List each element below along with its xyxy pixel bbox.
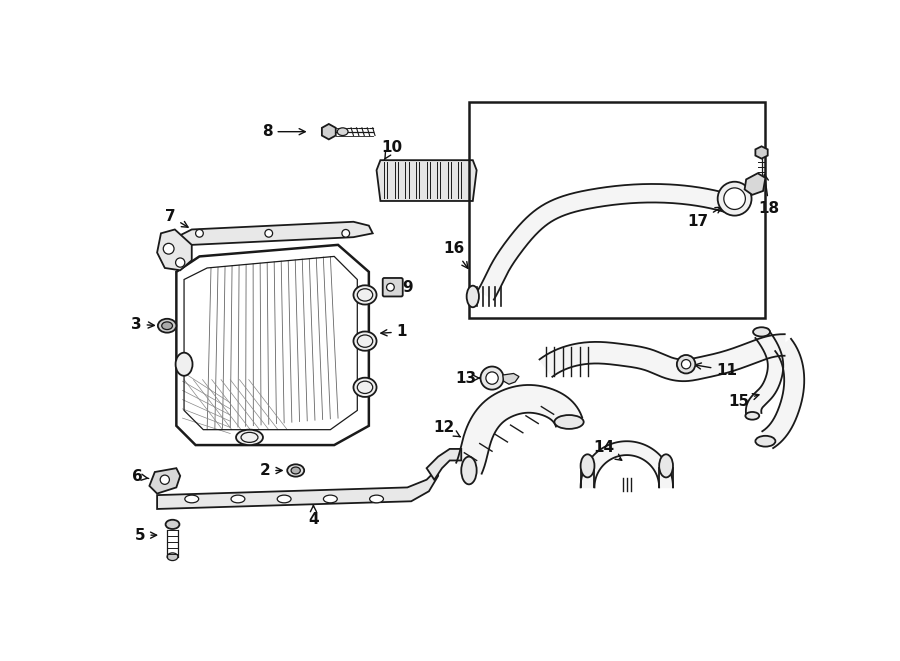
Circle shape: [677, 355, 696, 373]
Polygon shape: [158, 468, 438, 509]
Polygon shape: [158, 229, 192, 270]
Text: 7: 7: [165, 209, 188, 227]
Ellipse shape: [659, 454, 673, 477]
Polygon shape: [746, 329, 783, 416]
Text: 2: 2: [259, 463, 282, 478]
Polygon shape: [149, 468, 180, 494]
Text: 5: 5: [135, 527, 157, 543]
Ellipse shape: [277, 495, 291, 503]
Text: 15: 15: [728, 394, 759, 408]
Text: 13: 13: [455, 371, 480, 385]
FancyBboxPatch shape: [382, 278, 402, 297]
Ellipse shape: [755, 436, 776, 447]
Circle shape: [486, 372, 499, 384]
Polygon shape: [456, 385, 582, 474]
Text: 16: 16: [443, 241, 468, 268]
Bar: [469, 102, 765, 318]
Ellipse shape: [370, 495, 383, 503]
Ellipse shape: [287, 464, 304, 477]
Polygon shape: [427, 449, 461, 480]
Text: 8: 8: [262, 124, 305, 139]
Text: 4: 4: [308, 506, 319, 527]
Circle shape: [163, 243, 174, 254]
Ellipse shape: [338, 128, 348, 136]
Ellipse shape: [354, 332, 376, 351]
Ellipse shape: [323, 495, 338, 503]
Polygon shape: [322, 124, 336, 139]
Text: 10: 10: [382, 139, 402, 160]
Ellipse shape: [184, 495, 199, 503]
Ellipse shape: [354, 286, 376, 305]
Ellipse shape: [166, 520, 179, 529]
Ellipse shape: [466, 286, 479, 307]
Circle shape: [265, 229, 273, 237]
Ellipse shape: [291, 467, 301, 474]
Ellipse shape: [753, 327, 770, 336]
Circle shape: [717, 182, 752, 215]
Ellipse shape: [158, 319, 176, 332]
Ellipse shape: [554, 415, 584, 429]
Circle shape: [724, 188, 745, 210]
Circle shape: [342, 229, 349, 237]
Text: 12: 12: [434, 420, 461, 437]
Polygon shape: [744, 173, 765, 195]
Text: 1: 1: [381, 325, 407, 339]
Polygon shape: [762, 339, 805, 448]
Ellipse shape: [176, 353, 193, 375]
Text: 11: 11: [695, 363, 737, 378]
Circle shape: [681, 360, 690, 369]
Ellipse shape: [580, 454, 595, 477]
Text: 14: 14: [593, 440, 622, 460]
Text: 17: 17: [687, 207, 722, 229]
Circle shape: [160, 475, 169, 485]
Polygon shape: [755, 146, 768, 159]
Ellipse shape: [236, 430, 263, 445]
Text: 9: 9: [394, 280, 413, 295]
Polygon shape: [376, 160, 477, 201]
Text: 6: 6: [132, 469, 148, 484]
Ellipse shape: [162, 322, 173, 330]
Ellipse shape: [354, 377, 376, 397]
Polygon shape: [539, 334, 785, 381]
Circle shape: [195, 229, 203, 237]
Polygon shape: [478, 184, 734, 299]
Polygon shape: [503, 373, 519, 384]
Text: 3: 3: [131, 317, 154, 332]
Text: 18: 18: [759, 175, 779, 216]
Ellipse shape: [231, 495, 245, 503]
Ellipse shape: [167, 553, 178, 561]
Ellipse shape: [745, 412, 760, 420]
Circle shape: [481, 367, 504, 389]
Polygon shape: [176, 222, 373, 247]
Circle shape: [176, 258, 184, 267]
Polygon shape: [580, 442, 673, 487]
Circle shape: [387, 284, 394, 291]
Ellipse shape: [461, 457, 477, 485]
